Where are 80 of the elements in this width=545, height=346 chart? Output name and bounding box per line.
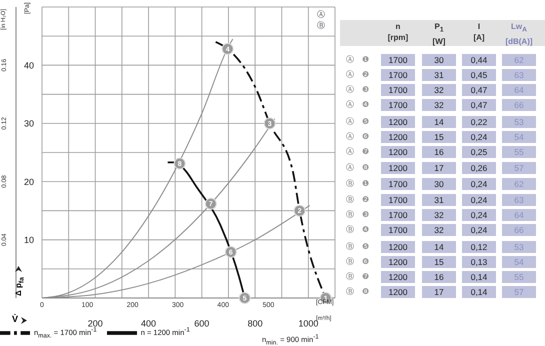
text: 30 xyxy=(434,55,444,65)
text: 0,22 xyxy=(470,117,488,128)
text: 32 xyxy=(434,224,444,235)
text: 1200 xyxy=(388,256,408,267)
text: 16 xyxy=(434,147,444,158)
category-label: n [rpm] xyxy=(386,21,410,43)
text: 1700 xyxy=(388,194,408,204)
annotation: Ⓑ xyxy=(317,20,325,31)
x-tick-label: 1000 xyxy=(298,318,318,328)
x-tick-label: 800 xyxy=(248,318,263,328)
text: 1200 xyxy=(388,272,408,282)
text: 32 xyxy=(434,85,444,96)
text: 17 xyxy=(434,286,444,297)
text: 1700 xyxy=(388,210,408,220)
category-label: Ⓐ ❸ xyxy=(346,85,369,94)
text: V̇ xyxy=(12,314,18,324)
text: 0,24 xyxy=(470,224,488,235)
category-label: Ⓐ ❷ xyxy=(346,70,369,80)
category-label: Ⓐ ❶ xyxy=(346,55,369,64)
text: 1700 xyxy=(388,55,408,65)
category-label: Ⓐ ❺ xyxy=(346,117,369,126)
text: 30 xyxy=(434,179,444,190)
y-tick-label: 10 xyxy=(24,234,34,245)
category-label: Ⓑ ❹ xyxy=(346,224,369,234)
category-label: Ⓐ ❽ xyxy=(346,162,369,172)
text: 14 xyxy=(434,242,444,252)
category-label: Ⓐ ❼ xyxy=(346,147,369,156)
text: 32 xyxy=(434,210,444,220)
category-label: Ⓑ ❷ xyxy=(346,194,369,204)
text: 0,12 xyxy=(470,242,488,252)
text: 1700 xyxy=(388,224,408,235)
text: 31 xyxy=(434,194,444,204)
category-label: Ⓑ ❽ xyxy=(346,286,369,296)
y-tick-label: 30 xyxy=(24,118,34,129)
text: 15 xyxy=(434,132,444,142)
text: 1700 xyxy=(388,100,408,110)
annotation: Ⓐ xyxy=(317,9,325,20)
category-label: Ⓑ ❶ xyxy=(346,179,369,188)
x-tick-label: 200 xyxy=(88,318,103,328)
text: 1200 xyxy=(388,147,408,158)
text: 0,45 xyxy=(470,70,488,80)
text: 0,13 xyxy=(470,256,488,267)
category-label: Lw$_{A}$ [dB(A)] xyxy=(504,21,534,47)
category-label: Ⓑ ❼ xyxy=(346,272,369,281)
text: 0,14 xyxy=(470,272,488,282)
text: 0,25 xyxy=(470,147,488,158)
text: 1700 xyxy=(388,85,408,96)
category-label: Ⓐ ❻ xyxy=(346,132,369,142)
text: 31 xyxy=(434,70,444,80)
category-label: Ⓑ ❺ xyxy=(346,242,369,251)
x-tick-label: 400 xyxy=(141,318,156,328)
text: 16 xyxy=(434,272,444,282)
text: 15 xyxy=(434,256,444,267)
text: 1700 xyxy=(388,70,408,80)
text: 1200 xyxy=(388,162,408,172)
text: 0,14 xyxy=(470,286,488,297)
text: 14 xyxy=(434,117,444,128)
text: 0,47 xyxy=(470,100,488,110)
text: 0,44 xyxy=(470,55,488,65)
category-label: Ⓑ ❸ xyxy=(346,210,369,219)
text: 0,24 xyxy=(470,210,488,220)
x-tick-label: 600 xyxy=(194,318,210,328)
text: 1200 xyxy=(388,286,408,297)
category-label: Ⓐ ❹ xyxy=(346,100,369,110)
text: 17 xyxy=(434,162,444,172)
y-tick-label: 40 xyxy=(24,60,34,70)
text: 0,26 xyxy=(470,162,488,172)
text: 0,24 xyxy=(470,132,488,142)
text: 32 xyxy=(434,100,444,110)
text: 0,47 xyxy=(470,85,488,96)
category-label: P$_{1}$ [W] xyxy=(432,21,446,47)
category-label: Ⓑ ❻ xyxy=(346,256,369,266)
text: 0,24 xyxy=(470,179,488,190)
y-tick-label: 20 xyxy=(24,176,34,187)
text: 1200 xyxy=(388,117,408,128)
category-label: I [A] xyxy=(472,21,486,43)
text: 1200 xyxy=(388,132,408,142)
text: 1200 xyxy=(388,242,408,252)
text: 1700 xyxy=(388,179,408,190)
text: 0,24 xyxy=(470,194,488,204)
